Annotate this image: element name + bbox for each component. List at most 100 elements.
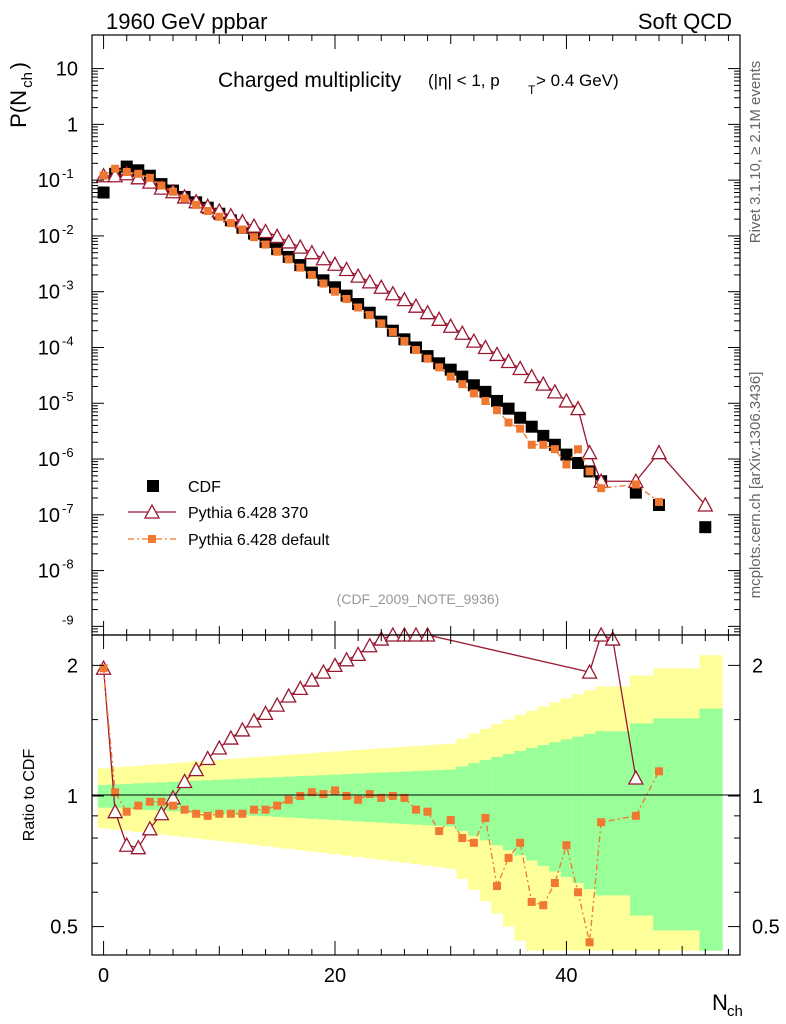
pythia-default-point xyxy=(111,164,120,173)
ratio-tick-label: 0.5 xyxy=(50,917,78,939)
pythia-default-point xyxy=(169,187,177,196)
pythia-default-point xyxy=(400,337,409,346)
ratio-pythia-default-point xyxy=(273,801,282,810)
pythia370-point xyxy=(650,444,668,460)
cdf-point xyxy=(456,370,469,383)
pythia-default-point xyxy=(585,467,594,476)
rivet-label: Rivet 3.1.10, ≥ 2.1M events xyxy=(747,61,764,244)
pythia370-point xyxy=(477,339,494,355)
title-cut-sub: T xyxy=(528,83,536,97)
ratio-pythia-default-point xyxy=(539,901,548,910)
ratio-pythia-default-point xyxy=(481,813,490,822)
pythia-default-point xyxy=(539,440,548,449)
pythia370-point xyxy=(107,167,124,183)
pythia-default-point xyxy=(250,233,258,242)
pythia-default-point xyxy=(388,327,397,336)
pythia370-point xyxy=(442,317,459,333)
pythia370-point xyxy=(558,392,575,408)
pythia370-point xyxy=(269,228,286,244)
mcplots-label: mcplots.cern.ch [arXiv:1306.3436] xyxy=(747,372,764,599)
legend-marker-default xyxy=(148,535,156,543)
ratio-pythia-default-point xyxy=(342,791,351,800)
band-inner xyxy=(456,766,469,832)
band-inner xyxy=(155,782,168,811)
pythia-default-point xyxy=(423,354,432,363)
y-tick-label: 10 xyxy=(38,226,60,248)
ratio-pythia-default-point xyxy=(574,888,582,897)
ratio-pythia370-point xyxy=(257,705,274,721)
ratio-pythia370-point xyxy=(315,663,332,679)
y-tick-label: 10 xyxy=(38,337,60,359)
pythia-default-point xyxy=(516,424,525,433)
y-tick-exponent: -7 xyxy=(62,501,74,516)
pythia-default-point xyxy=(631,480,640,489)
ratio-pythia-default-point xyxy=(504,853,513,862)
ratio-pythia-default-point xyxy=(99,664,108,673)
pythia-default-point xyxy=(238,225,247,234)
band-inner xyxy=(444,769,457,827)
pythia-default-point xyxy=(435,363,444,372)
pythia370-point xyxy=(350,267,367,283)
x-tick-label: 0 xyxy=(98,965,109,987)
ratio-pythia370-point xyxy=(269,696,286,712)
analysis-watermark: (CDF_2009_NOTE_9936) xyxy=(337,591,500,607)
pythia-default-point xyxy=(261,240,270,249)
pythia370-point xyxy=(326,255,344,271)
y-tick-label: 1 xyxy=(67,114,78,136)
band-inner xyxy=(271,777,283,817)
ratio-pythia-default-point xyxy=(562,841,571,850)
ratio-pythia-default-point xyxy=(585,938,594,947)
ylabel-main: P(N xyxy=(6,90,31,128)
cdf-point xyxy=(502,402,515,415)
ratio-uncertainty-bands xyxy=(97,655,723,951)
ratio-pythia-default-point xyxy=(469,838,478,847)
band-inner xyxy=(479,760,492,841)
y-tick-label: 10 xyxy=(38,170,60,192)
ratio-y-ticks: 0.5 0.5 1 1 2 2 xyxy=(50,655,780,938)
pythia-default-point xyxy=(412,346,420,355)
pythia-default-point xyxy=(157,181,166,190)
band-inner xyxy=(502,753,515,851)
pythia370-point xyxy=(431,310,448,326)
ratio-pythia370-point xyxy=(141,820,158,836)
band-inner xyxy=(468,763,480,836)
pythia-default-point xyxy=(192,200,201,209)
ratio-pythia370-point xyxy=(303,671,320,687)
ratio-pythia370-point xyxy=(153,805,170,821)
y-tick-label: 10 xyxy=(38,449,60,471)
cdf-point xyxy=(537,429,550,442)
ratio-pythia370-point xyxy=(361,637,378,653)
band-inner xyxy=(525,748,538,861)
legend-marker-370 xyxy=(143,503,161,519)
y-tick-exponent: -3 xyxy=(62,278,74,293)
cdf-point xyxy=(699,521,712,534)
pythia370-point xyxy=(315,250,332,266)
ratio-pythia370-point xyxy=(234,721,251,737)
ratio-pythia370-point xyxy=(280,687,297,703)
pythia-default-point xyxy=(527,440,536,449)
ratio-pythia-default-point xyxy=(400,793,409,802)
pythia370-point xyxy=(523,368,540,384)
cdf-point xyxy=(491,394,503,407)
band-inner xyxy=(433,770,445,826)
ratio-pythia370-point xyxy=(130,839,147,855)
ratio-pythia-default-point xyxy=(319,790,328,799)
pythia370-point xyxy=(384,285,401,301)
ratio-pythia370-point xyxy=(211,739,228,755)
cdf-point xyxy=(560,448,573,461)
ratio-pythia-default-point xyxy=(354,795,363,804)
ratio-pythia-default-point xyxy=(169,801,177,810)
ratio-pythia-default-point xyxy=(631,811,640,820)
y-tick-exponent: -5 xyxy=(62,389,74,404)
header-left: 1960 GeV ppbar xyxy=(106,9,267,34)
pythia-default-point xyxy=(481,396,490,405)
xlabel-sub: ch xyxy=(727,1003,743,1020)
cdf-point xyxy=(629,486,642,499)
band-inner xyxy=(329,774,341,821)
ratio-pythia-default-point xyxy=(215,809,224,818)
pythia370-point xyxy=(465,332,482,348)
band-inner xyxy=(109,784,121,809)
pythia-default-point xyxy=(122,167,131,176)
main-series xyxy=(95,160,714,534)
